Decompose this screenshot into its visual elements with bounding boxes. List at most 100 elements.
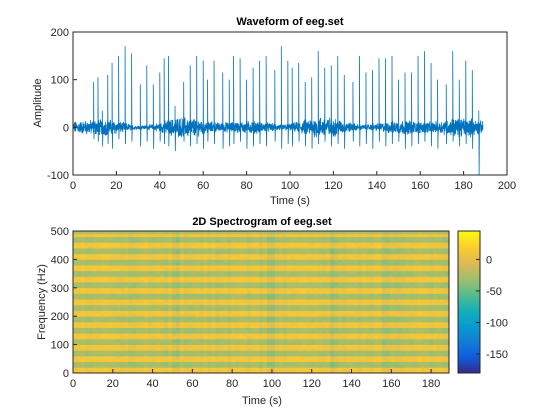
spectrogram-cell [116, 273, 121, 277]
spectrogram-cell [326, 336, 331, 340]
spectrogram-cell [310, 256, 315, 260]
spectrogram-cell [112, 327, 117, 331]
spectrogram-cell [195, 316, 201, 320]
spectrogram-cell [207, 333, 212, 337]
spectrogram-cell [179, 304, 185, 309]
spectrogram-cell [421, 355, 426, 360]
spectrogram-cell [231, 330, 236, 334]
spectrogram-cell [389, 347, 394, 351]
spectrogram-cell [179, 313, 185, 317]
spectrogram-cell [278, 361, 284, 365]
spectrogram-cell [203, 270, 208, 274]
spectrogram-cell [389, 319, 394, 323]
spectrogram-cell [354, 279, 359, 283]
spectrogram-cell [152, 341, 157, 345]
spectrogram-cell [298, 239, 303, 243]
spectrogram-cell [385, 293, 391, 297]
spectrogram-cell [235, 248, 240, 252]
spectrogram-cell [251, 316, 256, 320]
spectrogram-cell [389, 316, 394, 320]
spectrogram-cell [270, 330, 276, 334]
spectrogram-cell [445, 256, 450, 260]
spectrogram-cell [195, 338, 201, 343]
spectrogram-cell [306, 299, 311, 303]
spectrogram-cell [310, 270, 315, 274]
spectrogram-cell [270, 248, 276, 252]
spectrogram-cell [255, 245, 260, 249]
spectrogram-cell [306, 273, 311, 277]
spectrogram-cell [247, 267, 252, 272]
spectrogram-cell [84, 267, 90, 272]
spectrogram-cell [116, 253, 121, 257]
spectrogram-cell [405, 333, 410, 337]
spectrogram-cell [425, 370, 430, 374]
spectrogram-cell [96, 250, 102, 255]
spectrogram-cell [215, 347, 220, 351]
spectrogram-cell [136, 299, 141, 303]
spectrogram-cell [175, 270, 181, 274]
spectrogram-cell [76, 367, 82, 371]
spectrogram-cell [227, 307, 232, 311]
spectrogram-cell [128, 313, 133, 317]
spectrogram-cell [445, 321, 450, 326]
spectrogram-cell [239, 259, 244, 263]
spectrogram-cell [266, 262, 272, 266]
spectrogram-cell [84, 353, 90, 357]
spectrogram-cell [96, 267, 102, 272]
spectrogram-cell [259, 293, 264, 297]
spectrogram-cell [235, 262, 240, 266]
spectrogram-cell [397, 370, 402, 374]
spectrogram-cell [164, 307, 169, 311]
spectrogram-cell [437, 267, 442, 272]
spectrogram-cell [171, 319, 177, 323]
spectrogram-cell [389, 270, 394, 274]
spectrogram-cell [73, 245, 78, 249]
spectrogram-cell [326, 310, 331, 314]
spectrogram-cell [381, 284, 387, 289]
spectrogram-cell [266, 245, 272, 249]
spectrogram-cell [251, 341, 256, 345]
spectrogram-cell [73, 287, 78, 292]
spectrogram-cell [84, 350, 90, 354]
spectrogram-cell [247, 353, 252, 357]
spectrogram-cell [385, 236, 391, 240]
spectrogram-cell [73, 267, 78, 272]
spectrogram-cell [73, 350, 78, 354]
spectrogram-cell [175, 327, 181, 331]
spectrogram-cell [152, 330, 157, 334]
spectrogram-cell [334, 355, 339, 360]
spectrogram-cell [342, 233, 347, 238]
spectrogram-cell [88, 302, 94, 306]
spectrogram-cell [389, 353, 394, 357]
spectrogram-cell [302, 279, 307, 283]
spectrogram-cell [156, 341, 161, 345]
spectrogram-cell [401, 304, 406, 309]
spectrogram-cell [211, 259, 216, 263]
spectrogram-cell [429, 347, 434, 351]
spectrogram-cell [259, 279, 264, 283]
spectrogram-cell [278, 293, 284, 297]
spectrogram-cell [112, 253, 117, 257]
spectrogram-cell [437, 273, 442, 277]
spectrogram-cell [385, 344, 391, 348]
spectrogram-cell [112, 233, 117, 238]
spectrogram-cell [171, 253, 177, 257]
spectrogram-cell [441, 290, 446, 294]
spectrogram-cell [270, 336, 276, 340]
spectrogram-cell [298, 250, 303, 255]
spectrogram-cell [433, 364, 438, 368]
spectrogram-cell [270, 239, 276, 243]
spectrogram-cell [76, 336, 82, 340]
spectrogram-cell [290, 265, 296, 269]
spectrogram-cell [294, 344, 299, 348]
spectrogram-cell [405, 347, 410, 351]
spectrogram-cell [255, 330, 260, 334]
spectrogram-cell [231, 276, 236, 280]
spectrogram-cell [421, 276, 426, 280]
spectrogram-cell [152, 355, 157, 360]
spectrogram-cell [417, 284, 422, 289]
spectrogram-cell [286, 273, 292, 277]
spectrogram-cell [124, 347, 129, 351]
spectrogram-cell [381, 242, 387, 246]
spectrogram-cell [124, 338, 129, 343]
